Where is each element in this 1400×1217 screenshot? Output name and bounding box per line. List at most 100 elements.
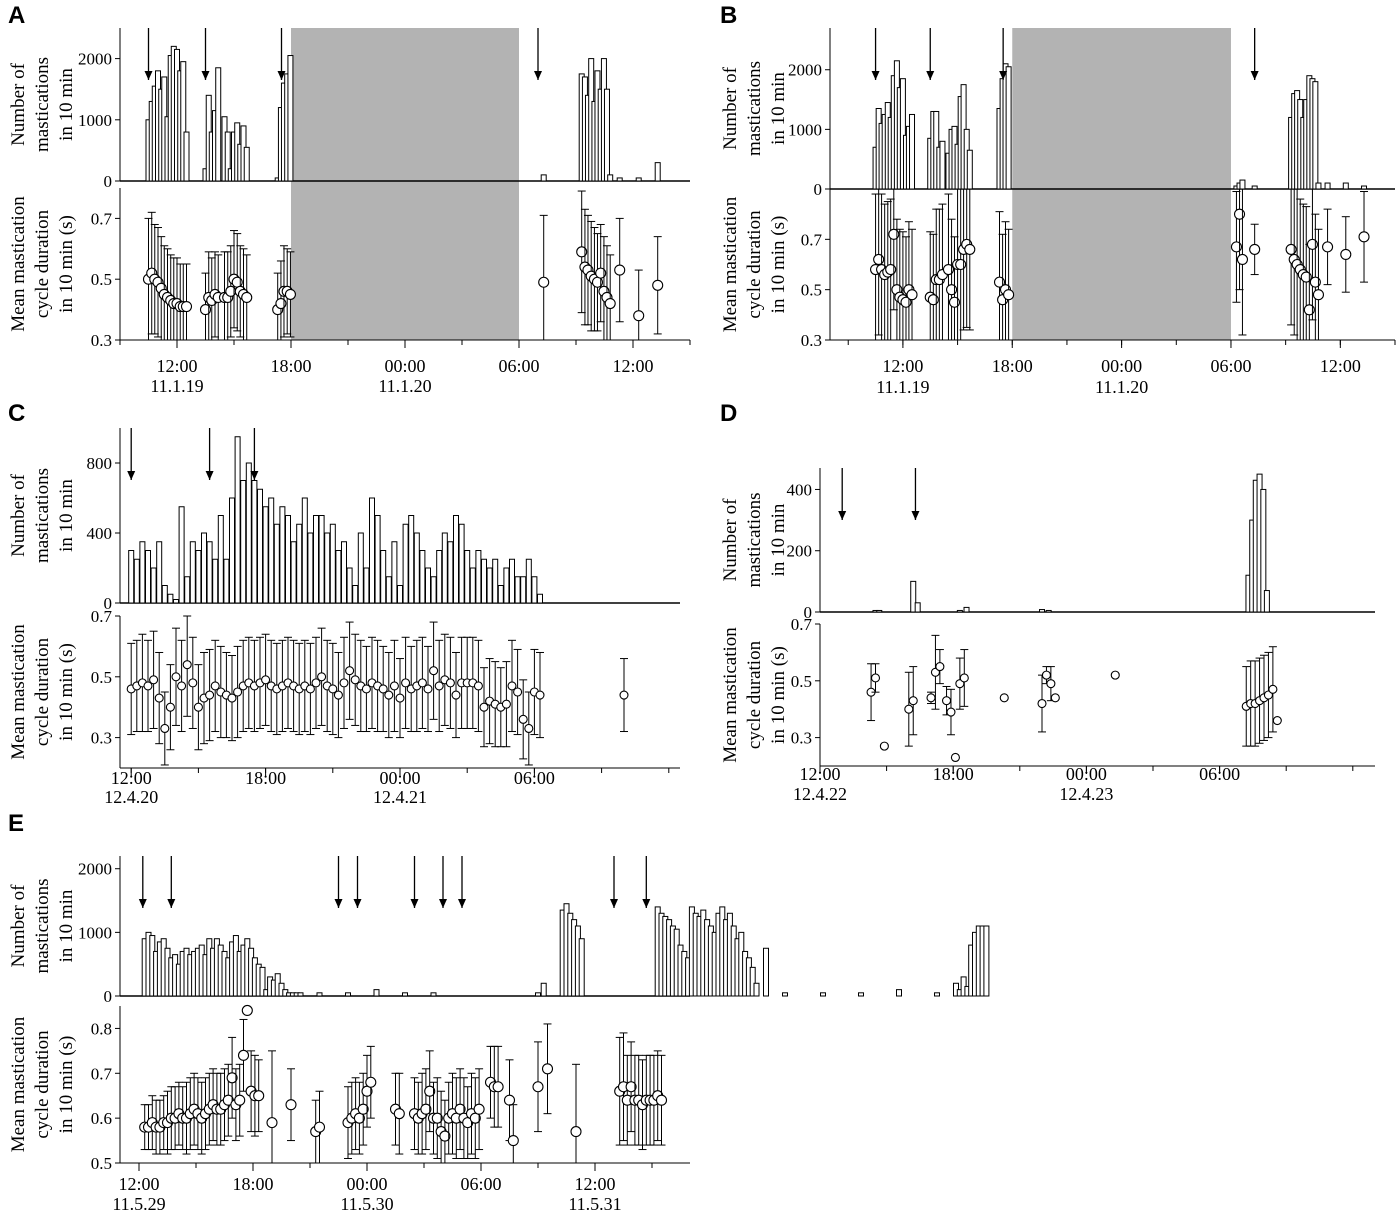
panel-c-mean-marker: [149, 675, 159, 685]
panel-a-x-tick-label: 06:00: [498, 356, 539, 376]
panel-c-count-bar: [458, 523, 465, 604]
panel-e-feeding-arrow-head: [439, 899, 447, 908]
panel-d-x-tick-label: 18:00: [933, 764, 974, 784]
panel-c-feeding-arrow-head: [205, 471, 214, 480]
panel-c-count-bar: [217, 515, 224, 604]
panel-e-mean-marker: [241, 1004, 253, 1017]
panel-d-mean-marker: [879, 741, 889, 751]
panel-c-duration-ylabel-line: in 10 min (s): [56, 643, 77, 741]
panel-c-count-bar: [262, 506, 269, 604]
panel-b-mean-marker: [1003, 289, 1015, 301]
panel-c-mean-marker: [423, 684, 433, 694]
panel-c-mean-marker: [361, 684, 371, 694]
panel-c-count-ylabel-line: mastications: [32, 468, 53, 563]
panel-e-count-bar: [820, 992, 826, 997]
panel-c-count-bar: [313, 515, 319, 604]
panel-b-chart: 0 1000 2000 Number of mastications in 10 min 0…: [720, 28, 1396, 397]
panel-c-mean-marker: [473, 681, 483, 691]
panel-c-duration-ytick-label: 0.7: [91, 607, 113, 626]
panel-e-mean-marker: [439, 1130, 451, 1142]
panel-c-count-bar: [229, 497, 235, 604]
panel-e-count-bar: [858, 992, 864, 997]
panel-b-count-ylabel-line: in 10 min: [768, 72, 789, 145]
panel-c-duration-ylabel-line: Mean mastication: [8, 624, 29, 760]
panel-e-count-bar: [934, 992, 940, 997]
panel-c-count-bar: [133, 558, 140, 604]
panel-e-mean-marker: [503, 1094, 516, 1106]
panel-d-mean-marker: [1272, 716, 1282, 726]
panel-d-duration-ytick-label: 0.5: [791, 672, 812, 691]
panel-c-mean-marker: [154, 693, 164, 703]
panel-d-count-ytick-label: 400: [787, 480, 813, 499]
panel-c-count-bar: [201, 532, 207, 604]
panel-a-date-label: 11.1.19: [150, 376, 203, 396]
panel-a-label: A: [8, 2, 26, 29]
panel-b-x-tick-label: 00:00: [1101, 356, 1142, 376]
panel-a-mean-marker: [633, 310, 645, 322]
panel-a-mean-marker: [614, 264, 626, 276]
panel-b-feeding-arrow-head: [926, 71, 935, 80]
panel-c-mean-marker: [233, 687, 243, 697]
panel-d-x-tick-label: 06:00: [1199, 764, 1240, 784]
panel-c-count-bar: [357, 532, 364, 604]
panel-e-count-ylabel-line: in 10 min: [56, 889, 77, 962]
panel-d-count-bar: [1045, 609, 1052, 613]
panel-d-mean-marker: [904, 704, 914, 714]
panel-e-count-bar: [430, 992, 437, 997]
panel-b-mean-marker: [964, 243, 976, 255]
panel-e-mean-marker: [570, 1126, 582, 1138]
panel-c-count-bar: [481, 558, 487, 604]
panel-a-count-bar: [180, 61, 187, 182]
panel-c-count-bar: [195, 550, 202, 604]
panel-a-duration-ylabel-line: in 10 min (s): [56, 215, 77, 313]
panel-d-count-bar: [914, 602, 921, 613]
panel-a-feeding-arrow-head: [201, 71, 210, 80]
panel-e-count-bar: [763, 947, 769, 997]
panel-d-feeding-arrow-head: [911, 511, 920, 520]
panel-e-count-bar: [345, 992, 351, 997]
panel-c-count-ytick-label: 0: [104, 594, 113, 613]
panel-e-count-bar: [535, 992, 541, 997]
panel-b-mean-marker: [1300, 271, 1312, 283]
panel-e-count-ytick-label: 0: [104, 987, 113, 1006]
panel-b-count-bar: [1005, 66, 1012, 190]
panel-c-x-tick-label: 12:00: [111, 768, 152, 788]
panel-a-mean-marker: [284, 288, 296, 300]
panel-d-mean-marker: [1110, 670, 1120, 680]
panel-e-feeding-arrow-head: [334, 899, 343, 908]
panel-d-duration-ytick-label: 0.3: [791, 729, 812, 748]
panel-b-count-bar: [1251, 185, 1258, 190]
panel-c-count-bar: [346, 567, 353, 604]
panel-b-mean-marker: [1358, 231, 1370, 243]
panel-c-mean-marker: [182, 660, 192, 670]
panel-c-count-bar: [167, 593, 174, 604]
panel-b-mean-marker: [1322, 241, 1334, 253]
panel-c-count-bar: [475, 550, 482, 604]
panel-b-mean-marker: [955, 258, 967, 271]
panel-e-count-bar: [749, 966, 756, 997]
panel-e-feeding-arrow-head: [642, 899, 651, 908]
panel-d-count-ytick-label: 200: [787, 542, 813, 561]
panel-d-count-ylabel-line: in 10 min: [768, 503, 789, 576]
panel-d-duration-ylabel-line: cycle duration: [744, 640, 765, 749]
panel-e-feeding-arrow-head: [410, 899, 419, 908]
panel-c-count-ytick-label: 800: [87, 454, 113, 473]
panel-c-x-tick-label: 00:00: [379, 768, 420, 788]
panel-c-count-bar: [531, 576, 538, 604]
panel-c-count-bar: [184, 576, 191, 604]
panel-a-count-ytick-label: 0: [104, 172, 113, 191]
panel-c-count-bar: [430, 576, 437, 604]
panel-b-mean-marker: [942, 263, 955, 276]
panel-c-mean-marker: [389, 681, 399, 691]
panel-c-mean-marker: [395, 693, 405, 703]
panel-c-count-bar: [268, 497, 275, 604]
panel-c-count-bar: [352, 585, 359, 604]
panel-c-count-bar: [413, 532, 420, 604]
panel-e-chart: 0 1000 2000 Number of mastications in 10 min 0…: [8, 856, 990, 1214]
panel-d-mean-marker: [1041, 670, 1051, 680]
panel-b-mean-marker: [993, 276, 1006, 288]
panel-e-feeding-arrow-head: [458, 899, 466, 908]
panel-e-duration-ylabel-line: cycle duration: [32, 1030, 53, 1139]
panel-c-mean-marker: [378, 684, 388, 694]
